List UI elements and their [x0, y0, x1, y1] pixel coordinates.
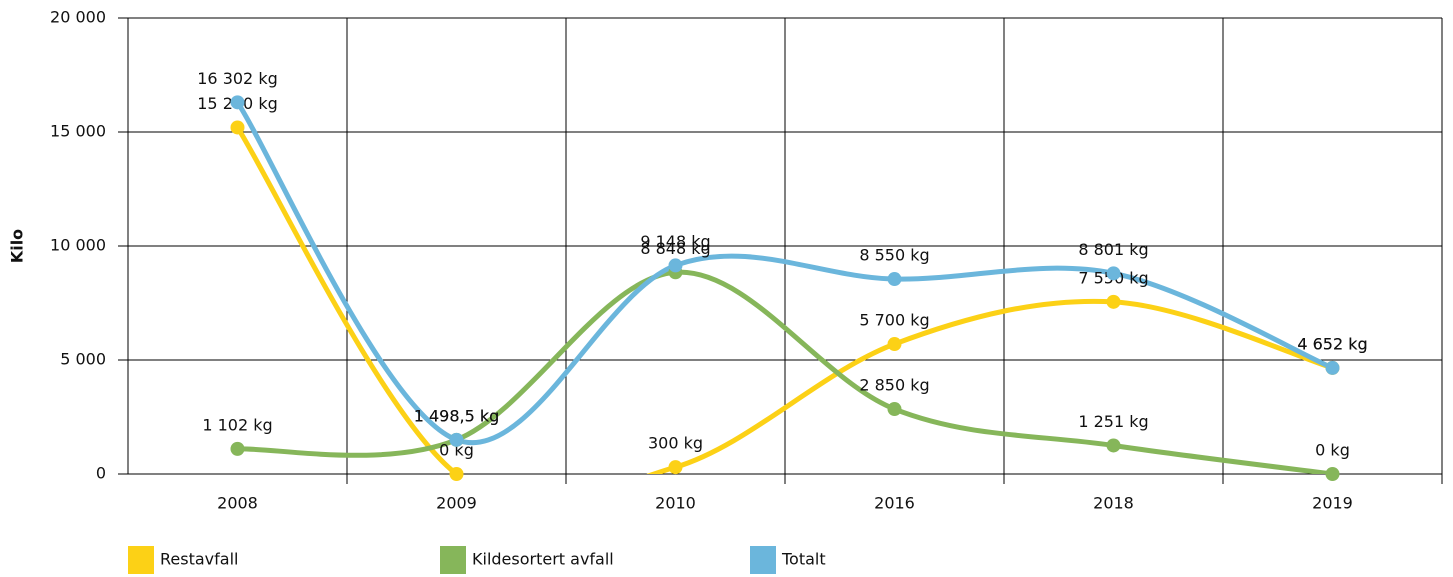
legend-label: Kildesortert avfall [472, 550, 614, 569]
data-point [449, 467, 464, 481]
data-point [887, 272, 902, 287]
data-label: 1 498,5 kg [414, 406, 500, 425]
series-line [235, 124, 1335, 474]
data-point [887, 337, 902, 352]
data-label: 1 102 kg [202, 415, 272, 434]
data-point [1325, 467, 1340, 481]
data-point [1106, 294, 1121, 309]
data-label: 0 kg [1315, 441, 1350, 460]
y-tick-label: 5 000 [60, 350, 106, 369]
y-axis-label: Kilo [8, 229, 27, 263]
legend-swatch [440, 546, 466, 574]
data-label: 16 302 kg [197, 69, 278, 88]
data-label: 1 498,5 kg [414, 406, 500, 425]
data-label: 8 848 kg [640, 239, 710, 258]
data-label: 4 652 kg [1297, 334, 1367, 353]
data-label: 9 148 kg [640, 232, 710, 251]
data-point [1106, 438, 1121, 453]
x-tick-label: 2016 [874, 494, 915, 513]
data-point [449, 432, 464, 447]
x-tick-label: 2010 [655, 494, 696, 513]
data-point [1325, 360, 1340, 375]
data-label: 4 652 kg [1297, 334, 1367, 353]
series-line [235, 99, 1335, 445]
y-tick-label: 0 [96, 464, 106, 483]
data-point [230, 95, 245, 110]
x-tick-label: 2018 [1093, 494, 1134, 513]
data-label: 1 251 kg [1078, 412, 1148, 431]
plot-lines [235, 99, 1335, 474]
data-label: 2 850 kg [859, 376, 929, 395]
legend-label: Totalt [781, 550, 826, 569]
data-label: 8 801 kg [1078, 240, 1148, 259]
x-tick-label: 2009 [436, 494, 477, 513]
y-tick-label: 10 000 [50, 236, 106, 255]
data-point [887, 402, 902, 417]
data-label: 300 kg [648, 434, 703, 453]
x-tick-label: 2019 [1312, 494, 1353, 513]
data-point [668, 460, 683, 475]
y-tick-label: 15 000 [50, 122, 106, 141]
data-point [230, 120, 245, 135]
legend-swatch [128, 546, 154, 574]
series-line [235, 269, 1335, 474]
x-tick-label: 2008 [217, 494, 258, 513]
data-point [668, 258, 683, 273]
legend-label: Restavfall [160, 550, 238, 569]
data-label: 8 550 kg [859, 246, 929, 265]
legend-swatch [750, 546, 776, 574]
data-point [230, 441, 245, 456]
data-point [1106, 266, 1121, 281]
data-label: 0 kg [439, 441, 474, 460]
y-tick-label: 20 000 [50, 8, 106, 27]
data-label: 5 700 kg [859, 311, 929, 330]
